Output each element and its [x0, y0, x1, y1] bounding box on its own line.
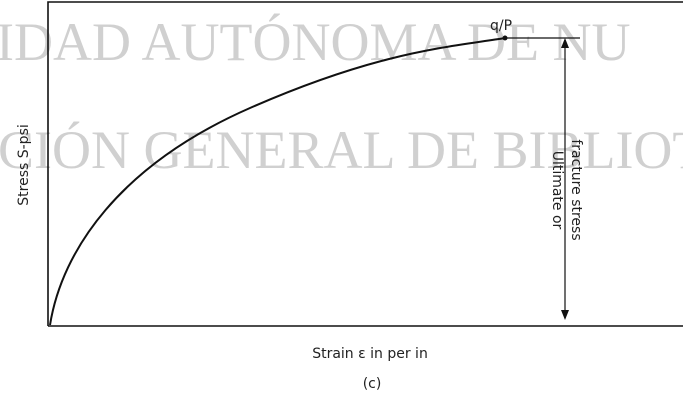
caption: (c) — [363, 376, 382, 392]
y-axis-label: Stress S-psi — [16, 124, 32, 205]
watermark: CIÓN GENERAL DE BIBLIOT — [0, 120, 683, 180]
x-axis-label: Strain ε in per in — [312, 346, 428, 362]
frame — [47, 1, 683, 327]
annotation: Ultimate or — [549, 151, 565, 230]
annotation: fracture stress — [568, 139, 584, 240]
stress-strain-curve — [49, 37, 506, 326]
point-label: q/P — [490, 18, 512, 34]
watermark: IDAD AUTÓNOMA DE NU — [0, 12, 630, 72]
frame-border — [47, 1, 683, 326]
